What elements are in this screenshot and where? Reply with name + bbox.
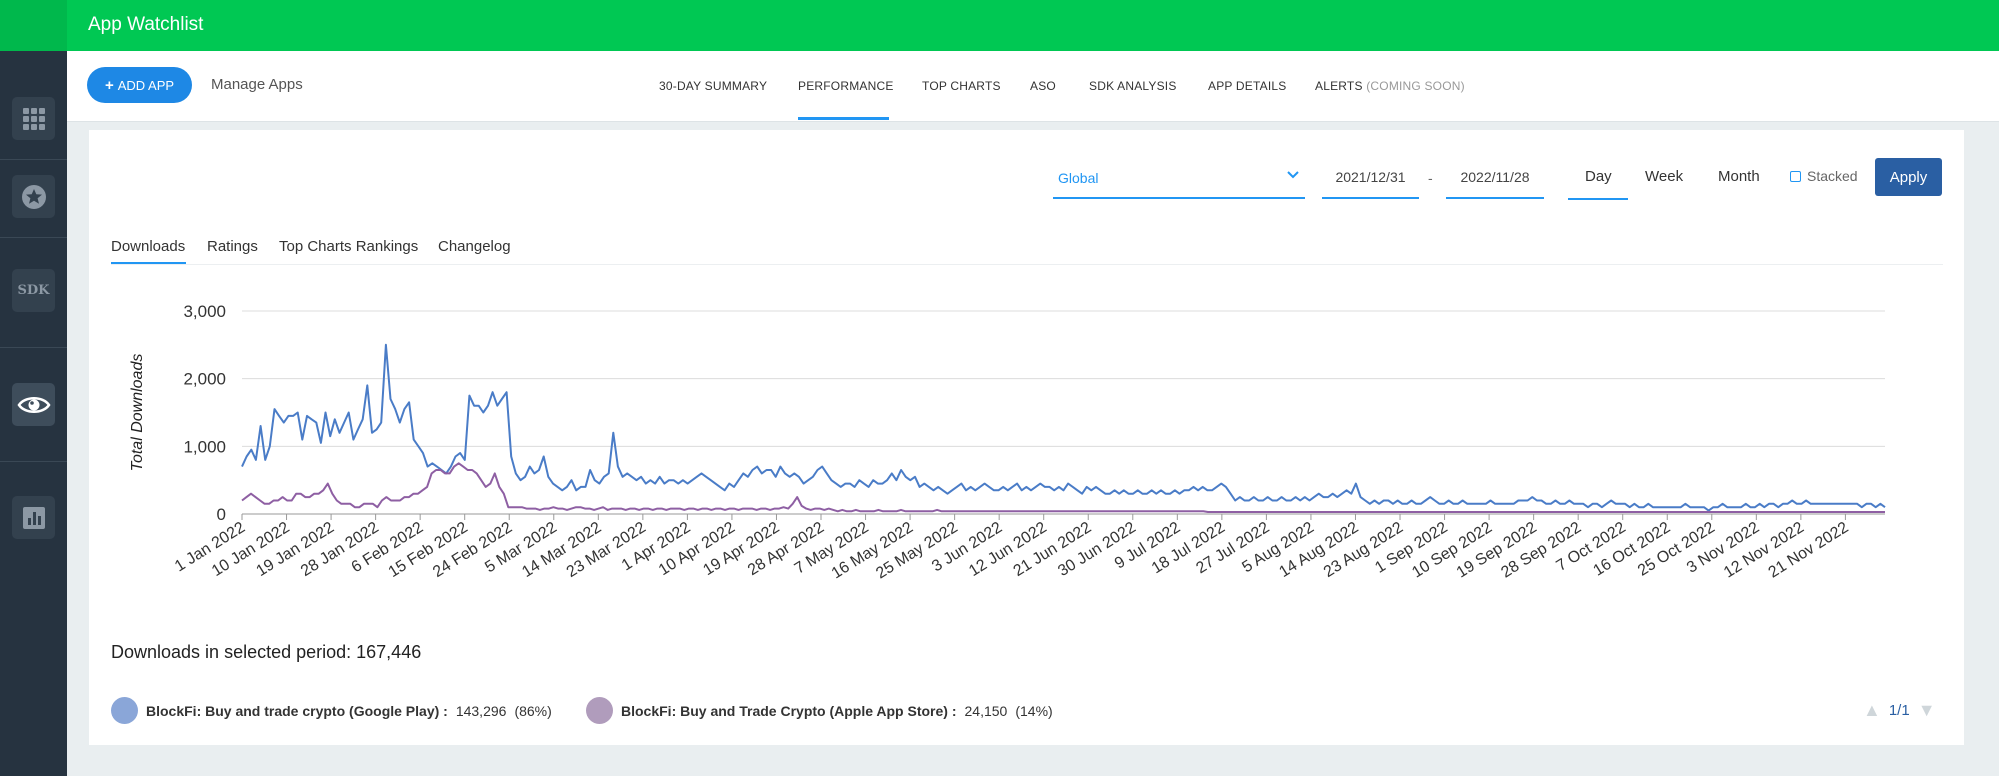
y-tick-label: 3,000	[183, 302, 226, 321]
stacked-checkbox[interactable]	[1790, 170, 1801, 182]
y-axis-label: Total Downloads	[129, 354, 146, 472]
pager-down-icon[interactable]: ▼	[1917, 700, 1936, 720]
period-day-button[interactable]: Day	[1585, 168, 1612, 185]
tab-30-day-summary[interactable]: 30-DAY SUMMARY	[659, 79, 768, 93]
y-tick-label: 2,000	[183, 370, 226, 389]
legend-name: BlockFi: Buy and Trade Crypto (Apple App…	[621, 702, 957, 719]
sidebar-divider	[0, 461, 67, 462]
top-bar: App Watchlist	[0, 0, 1999, 51]
sidebar-item-watchlist[interactable]	[12, 383, 55, 426]
period-week-button[interactable]: Week	[1645, 168, 1684, 185]
legend-color-dot	[586, 697, 613, 724]
performance-card	[89, 130, 1964, 745]
selected-period-indicator	[1568, 198, 1628, 200]
legend-color-dot	[111, 697, 138, 724]
tab-top-charts[interactable]: TOP CHARTS	[922, 79, 1001, 93]
pager-up-icon[interactable]: ▲	[1863, 700, 1881, 720]
legend-name: BlockFi: Buy and trade crypto (Google Pl…	[146, 702, 448, 719]
sidebar-divider	[0, 237, 67, 238]
star-badge-icon	[21, 184, 46, 209]
stacked-toggle[interactable]: Stacked	[1790, 168, 1858, 184]
bar-chart-icon	[22, 506, 45, 529]
series-line-google-play	[241, 343, 1886, 512]
period-month-button[interactable]: Month	[1718, 168, 1760, 185]
content-tabs-divider	[111, 264, 1943, 265]
grid-icon	[22, 107, 45, 130]
manage-apps-link[interactable]: Manage Apps	[211, 76, 303, 93]
add-app-button[interactable]: + ADD APP	[87, 67, 192, 103]
start-date-input[interactable]: 2021/12/31	[1322, 157, 1419, 199]
page-title: App Watchlist	[88, 14, 204, 35]
sidebar: SDK	[0, 51, 67, 776]
downloads-total: Downloads in selected period: 167,446	[111, 642, 422, 662]
plus-icon: +	[104, 76, 114, 94]
tab-ratings[interactable]: Ratings	[207, 238, 258, 255]
legend-pager: ▲ 1/1 ▼	[1863, 700, 1936, 721]
end-date-input[interactable]: 2022/11/28	[1446, 157, 1544, 199]
tab-aso[interactable]: ASO	[1030, 79, 1056, 93]
region-value: Global	[1058, 170, 1099, 186]
legend-percent: (14%)	[1015, 702, 1053, 719]
tab-alerts-suffix: (COMING SOON)	[1366, 79, 1465, 93]
tab-app-details[interactable]: APP DETAILS	[1208, 79, 1287, 93]
tab-sdk-analysis[interactable]: SDK ANALYSIS	[1089, 79, 1177, 93]
active-tab-indicator	[798, 117, 889, 120]
legend-value: 24,150	[964, 702, 1008, 719]
sidebar-item-sdk[interactable]: SDK	[12, 269, 55, 312]
legend-item-app-store[interactable]: BlockFi: Buy and Trade Crypto (Apple App…	[586, 697, 1053, 724]
legend-value: 143,296	[455, 702, 507, 719]
legend-percent: (86%)	[514, 702, 552, 719]
sub-navigation: + ADD APP Manage Apps 30-DAY SUMMARY PER…	[67, 51, 1999, 122]
series-line-app-store	[241, 462, 1885, 513]
apply-button[interactable]: Apply	[1875, 158, 1942, 196]
sidebar-divider	[0, 159, 67, 160]
eye-icon	[16, 396, 51, 413]
pager-text: 1/1	[1888, 702, 1910, 719]
sidebar-divider	[0, 347, 67, 348]
y-tick-label: 0	[217, 505, 226, 524]
tab-alerts-label: ALERTS	[1315, 79, 1363, 93]
active-content-tab-indicator	[111, 262, 186, 264]
sdk-icon: SDK	[17, 283, 50, 298]
sidebar-item-favorites[interactable]	[12, 175, 55, 218]
sidebar-item-dashboard[interactable]	[12, 97, 55, 140]
stacked-label: Stacked	[1807, 168, 1858, 184]
tab-downloads[interactable]: Downloads	[111, 238, 186, 255]
legend-item-google-play[interactable]: BlockFi: Buy and trade crypto (Google Pl…	[111, 697, 552, 724]
tab-performance[interactable]: PERFORMANCE	[798, 79, 894, 93]
tab-top-charts-rankings[interactable]: Top Charts Rankings	[279, 238, 419, 255]
y-tick-label: 1,000	[183, 437, 226, 456]
date-separator: -	[1428, 170, 1433, 186]
tab-changelog[interactable]: Changelog	[438, 238, 511, 255]
brand-block	[0, 0, 67, 51]
chevron-down-icon	[1287, 171, 1299, 179]
region-select[interactable]: Global	[1053, 157, 1305, 199]
sidebar-item-reports[interactable]	[12, 496, 55, 539]
add-app-label: ADD APP	[117, 77, 175, 93]
tab-alerts[interactable]: ALERTS (COMING SOON)	[1315, 79, 1465, 93]
